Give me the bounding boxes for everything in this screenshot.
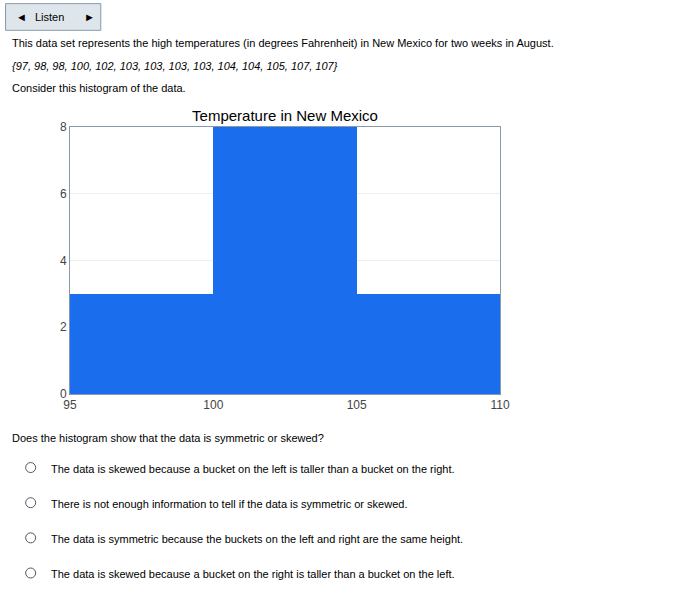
svg-text:The data is skewed because a b: The data is skewed because a bucket on t…: [51, 463, 455, 475]
svg-text:{97, 98, 98, 100, 102, 103, 10: {97, 98, 98, 100, 102, 103, 103, 103, 10…: [12, 60, 338, 72]
svg-text:◄: ◄: [16, 11, 27, 23]
svg-text:0: 0: [60, 387, 67, 401]
svg-text:105: 105: [347, 398, 367, 412]
svg-text:6: 6: [60, 187, 67, 201]
svg-text:2: 2: [60, 320, 67, 334]
svg-text:The data is symmetric because: The data is symmetric because the bucket…: [51, 533, 463, 545]
svg-text:Listen: Listen: [35, 11, 64, 23]
svg-text:4: 4: [60, 254, 67, 268]
svg-text:This data set represents the h: This data set represents the high temper…: [12, 37, 554, 49]
svg-text:8: 8: [60, 120, 67, 134]
svg-text:►: ►: [84, 11, 95, 23]
svg-text:Consider this histogram of the: Consider this histogram of the data.: [12, 82, 186, 94]
svg-text:100: 100: [203, 398, 223, 412]
svg-text:110: 110: [490, 398, 509, 412]
svg-text:Does the histogram show that t: Does the histogram show that the data is…: [12, 432, 324, 444]
svg-text:95: 95: [63, 398, 77, 412]
svg-text:There is not enough informatio: There is not enough information to tell …: [51, 498, 407, 510]
svg-text:The data is skewed because a b: The data is skewed because a bucket on t…: [51, 568, 455, 580]
svg-text:Temperature in New Mexico: Temperature in New Mexico: [192, 107, 378, 124]
